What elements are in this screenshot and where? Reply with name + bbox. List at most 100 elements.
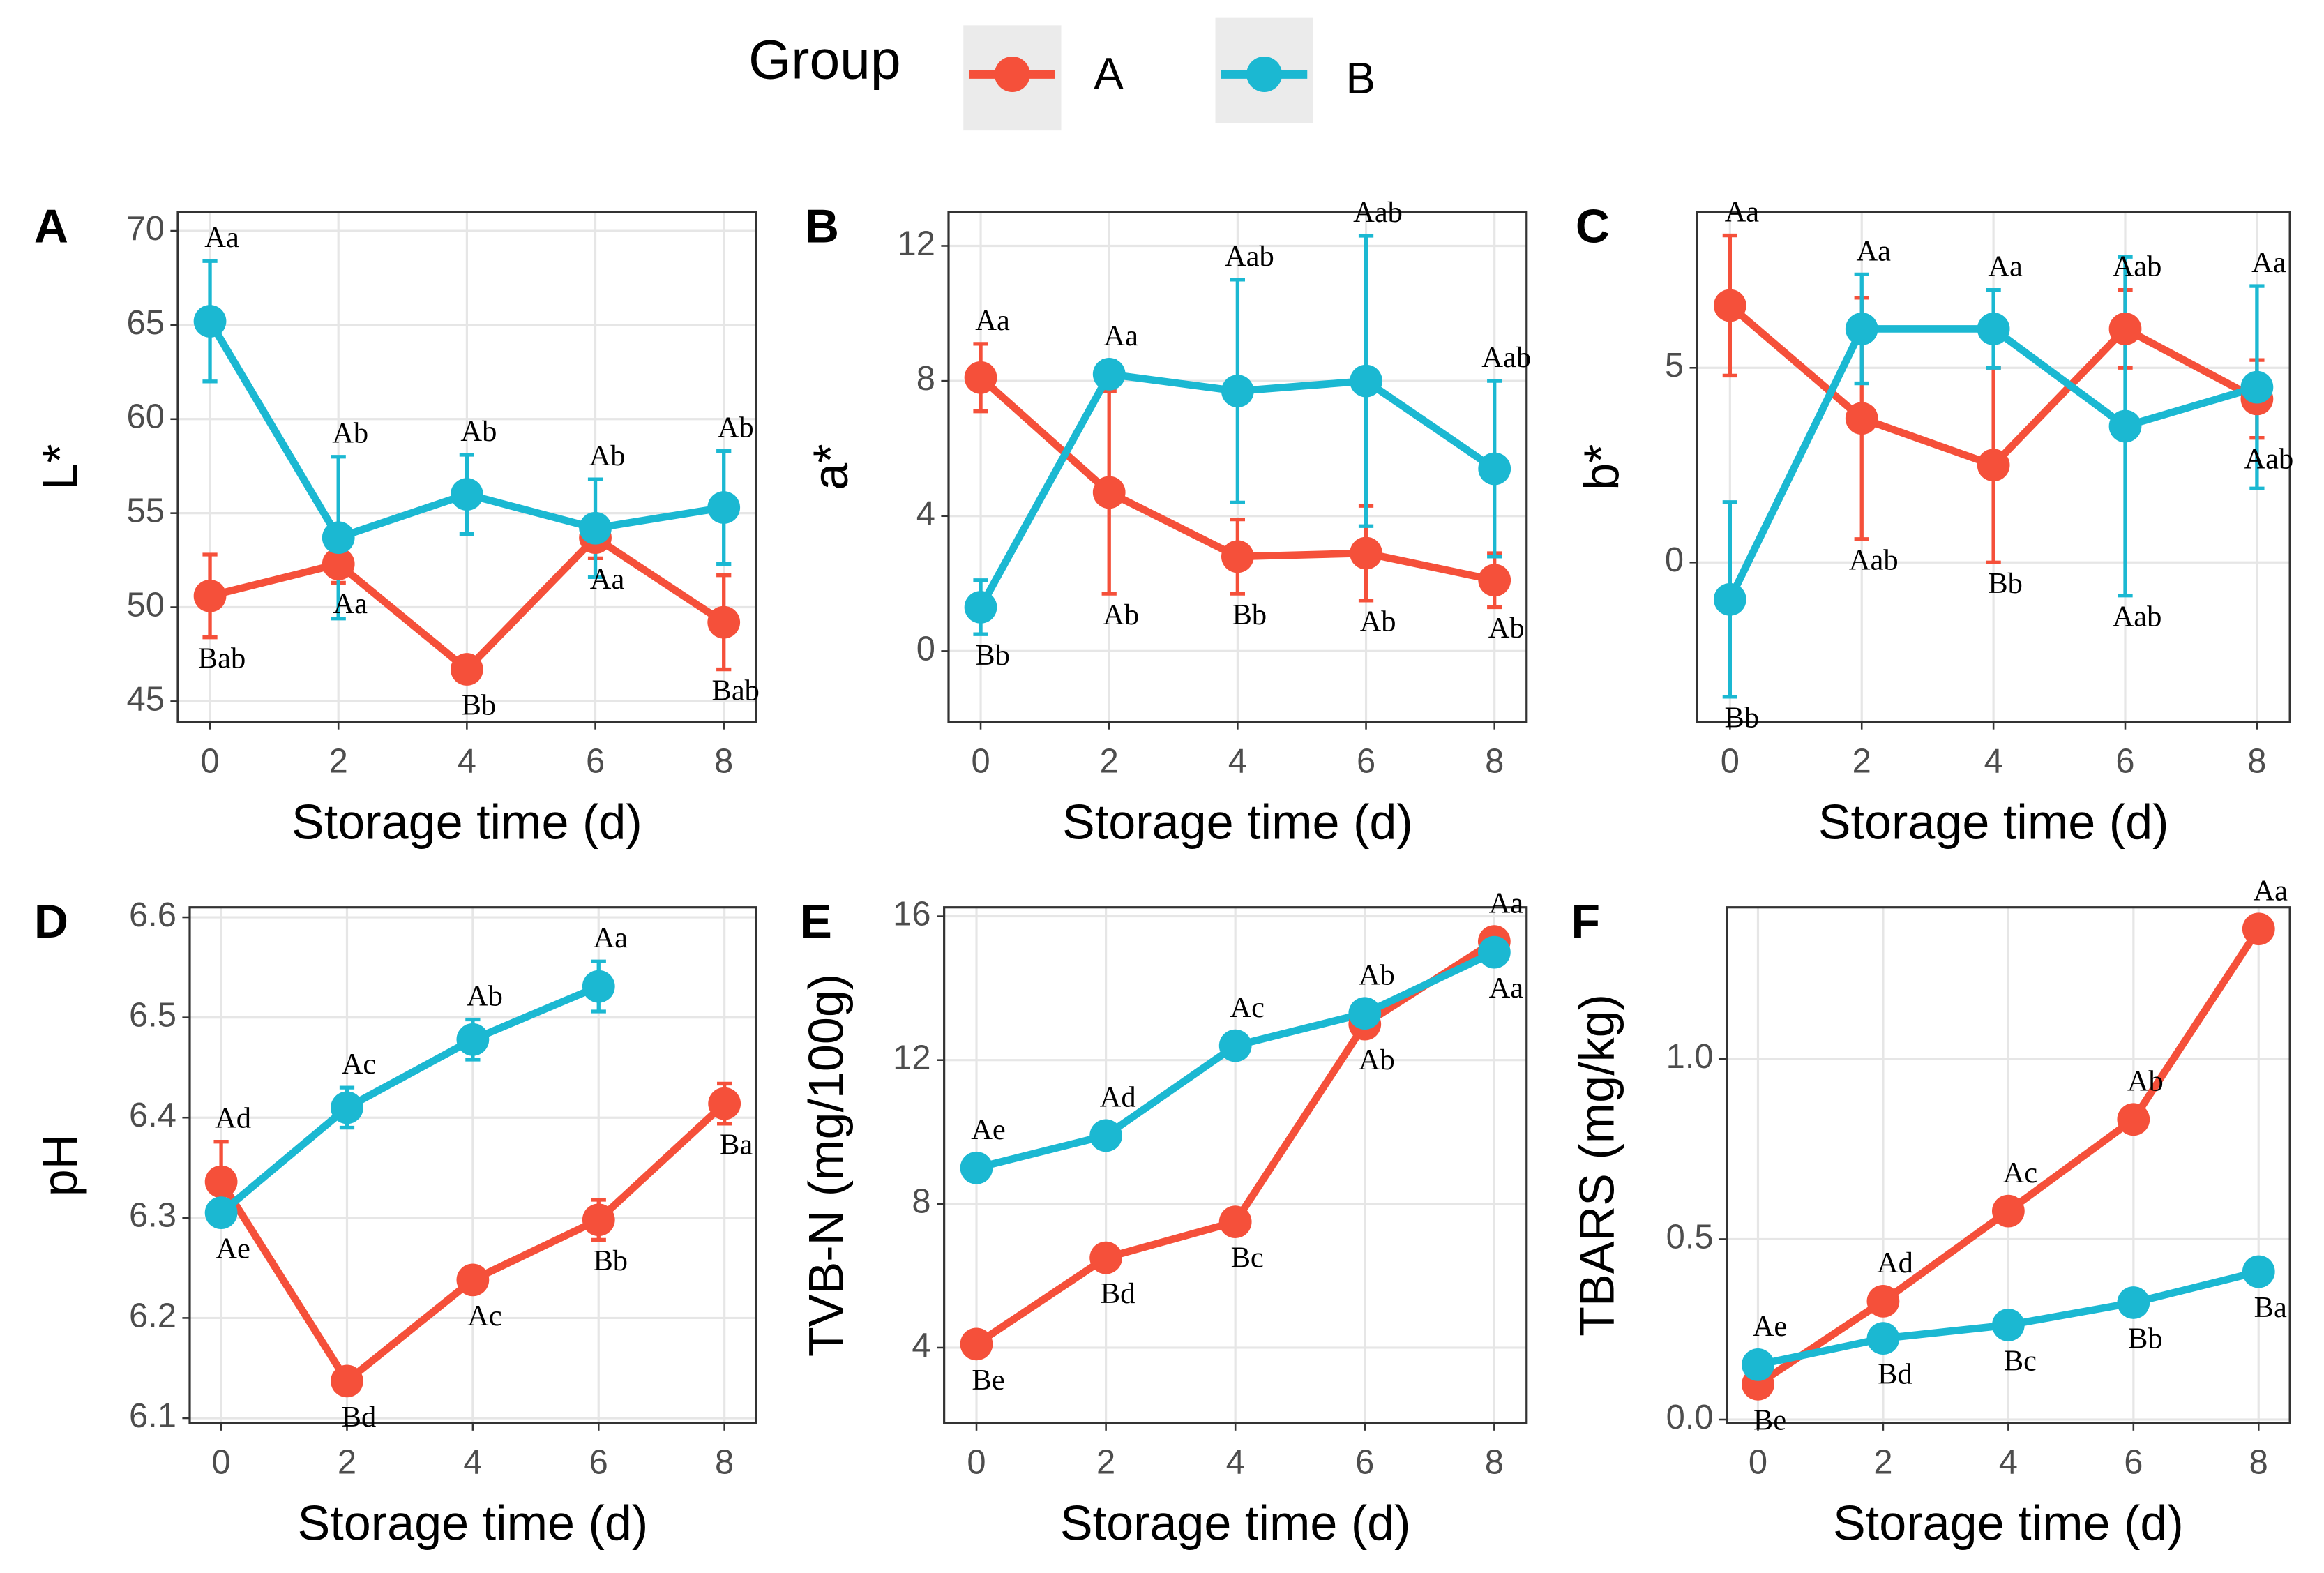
x-tick-label: 4	[1226, 1444, 1245, 1482]
x-tick-label: 0	[200, 742, 219, 780]
y-tick-label: 5	[1665, 347, 1684, 384]
data-label: Ad	[1877, 1247, 1913, 1279]
point	[1866, 1285, 1900, 1318]
data-label: Ab	[1359, 1044, 1395, 1076]
data-label: Aab	[2244, 442, 2293, 475]
x-tick-label: 0	[1721, 742, 1740, 780]
y-tick-label: 12	[893, 1039, 930, 1077]
data-label: Ae	[216, 1233, 250, 1265]
data-label: Ba	[720, 1129, 753, 1161]
point	[204, 1196, 238, 1230]
y-tick-label: 6.4	[129, 1097, 176, 1134]
point	[2117, 1286, 2150, 1319]
legend-title: Group	[748, 29, 900, 90]
y-axis-label: TBARS (mg/kg)	[1570, 994, 1624, 1337]
point	[1977, 313, 2010, 345]
point	[1992, 1309, 2025, 1341]
point	[1478, 452, 1511, 486]
x-tick-label: 2	[1100, 742, 1119, 780]
y-tick-label: 8	[912, 1183, 930, 1221]
point	[579, 511, 612, 545]
y-tick-label: 4	[912, 1327, 930, 1364]
point	[1092, 476, 1126, 509]
y-tick-label: 6.1	[129, 1397, 176, 1435]
x-tick-label: 4	[463, 1444, 482, 1482]
data-label: Aa	[2253, 874, 2288, 907]
data-label: Aa	[1725, 196, 1760, 229]
point	[707, 491, 741, 524]
point	[1350, 364, 1382, 398]
x-tick-label: 2	[329, 742, 348, 780]
legend-dot	[1246, 56, 1283, 92]
point	[331, 1091, 363, 1124]
data-label: Bb	[1232, 599, 1267, 631]
y-tick-label: 55	[127, 492, 165, 530]
point	[707, 605, 741, 639]
point	[582, 970, 615, 1003]
point	[1221, 375, 1254, 408]
point	[1092, 358, 1126, 391]
data-label: Ab	[332, 417, 368, 450]
data-label: Aa	[1988, 250, 2023, 283]
y-axis-label: pH	[33, 1134, 87, 1197]
panel-label: E	[801, 895, 832, 948]
x-tick-label: 2	[1853, 742, 1871, 780]
data-label: Aa	[975, 304, 1010, 337]
data-label: Aa	[593, 921, 628, 954]
point	[1866, 1322, 1900, 1355]
x-tick-label: 8	[1485, 1444, 1504, 1482]
data-label: Be	[1753, 1403, 1786, 1436]
panel-label: F	[1571, 895, 1601, 948]
point	[322, 548, 355, 580]
y-axis-label: L*	[33, 444, 87, 490]
plot-border	[943, 906, 1528, 1424]
data-label: Bd	[1878, 1358, 1912, 1391]
x-tick-label: 0	[967, 1444, 986, 1482]
panel-label: C	[1576, 200, 1610, 253]
y-tick-label: 60	[127, 398, 165, 436]
point	[708, 1087, 741, 1120]
x-tick-label: 8	[1485, 742, 1504, 780]
data-label: Ac	[1230, 991, 1265, 1024]
data-label: Aab	[1225, 240, 1274, 273]
data-label: Ba	[2254, 1291, 2287, 1324]
point	[1348, 997, 1382, 1030]
data-label: Bab	[711, 674, 759, 707]
data-label: Aa	[1103, 319, 1138, 352]
x-tick-label: 6	[1355, 1444, 1374, 1482]
x-tick-label: 2	[338, 1444, 356, 1482]
point	[1218, 1029, 1252, 1062]
y-tick-label: 16	[893, 895, 930, 933]
point	[1845, 402, 1878, 435]
data-label: Bb	[1725, 702, 1760, 735]
point	[1350, 536, 1382, 570]
y-tick-label: 6.5	[129, 997, 176, 1034]
data-label: Aab	[2113, 600, 2162, 633]
plot-border	[947, 211, 1528, 723]
y-tick-label: 6.6	[129, 896, 176, 934]
y-tick-label: 6.3	[129, 1197, 176, 1235]
point	[456, 1023, 490, 1056]
panel-label: D	[34, 895, 68, 948]
data-label: Ac	[467, 1300, 502, 1332]
x-tick-label: 2	[1873, 1444, 1892, 1482]
data-label: Ab	[460, 415, 497, 448]
point	[193, 579, 227, 612]
point	[2240, 370, 2274, 404]
point	[331, 1364, 363, 1398]
data-label: Aa	[1856, 234, 1891, 267]
x-tick-label: 8	[715, 1444, 734, 1482]
x-axis-label: Storage time (d)	[298, 1496, 649, 1550]
x-tick-label: 8	[2249, 1444, 2268, 1482]
x-tick-label: 0	[1749, 1444, 1767, 1482]
point	[456, 1263, 490, 1297]
y-tick-label: 8	[916, 360, 935, 398]
x-axis-label: Storage time (d)	[1818, 795, 2169, 849]
x-axis-label: Storage time (d)	[1062, 795, 1413, 849]
x-tick-label: 8	[714, 742, 733, 780]
data-label: Be	[972, 1364, 1004, 1397]
data-label: Ab	[2127, 1065, 2164, 1098]
point	[2108, 313, 2142, 345]
